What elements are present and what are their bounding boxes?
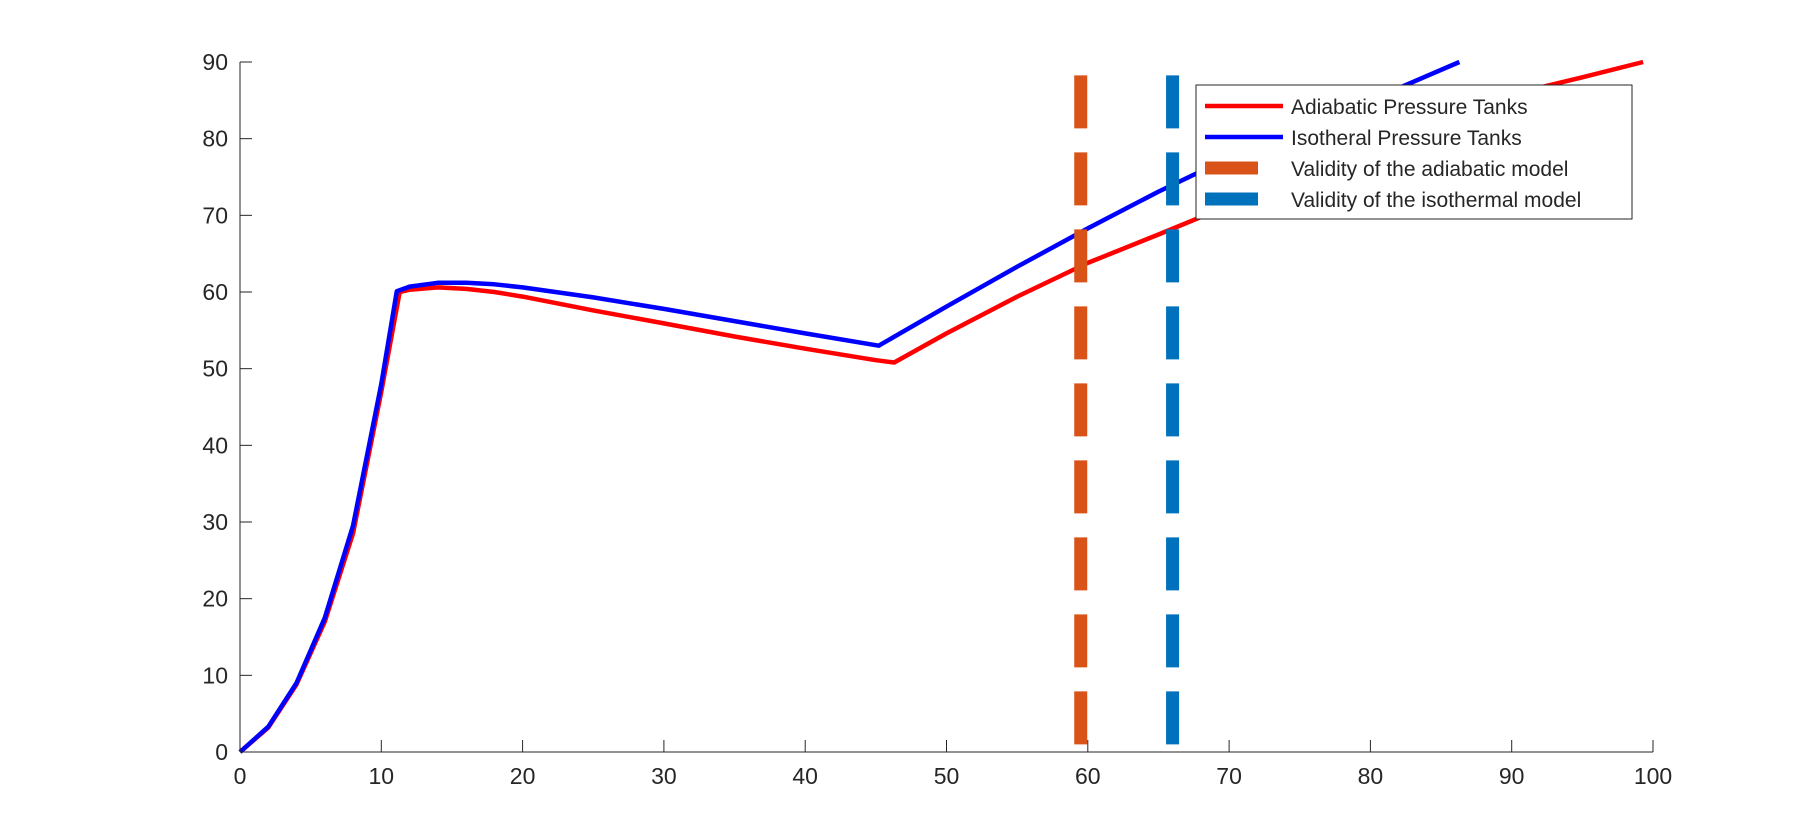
y-tick-label: 0	[215, 739, 228, 765]
legend-label-3: Validity of the isothermal model	[1291, 189, 1581, 212]
x-ticks: 0 10 20 30 40 50 60 70 80 90 100	[234, 740, 1672, 789]
legend-label-1: Isotheral Pressure Tanks	[1291, 127, 1522, 150]
x-tick-label: 70	[1216, 763, 1242, 789]
series-line-1	[238, 59, 1461, 754]
y-tick-label: 60	[202, 279, 228, 305]
y-tick-label: 50	[202, 356, 228, 382]
y-ticks: 0 10 20 30 40 50 60 70 80 90	[202, 49, 252, 765]
y-tick-label: 40	[202, 432, 228, 458]
axes: 0 10 20 30 40 50 60 70 80 90 100 0 10 20 30 40 50 60 70 80…	[202, 49, 1672, 789]
y-tick-label: 30	[202, 509, 228, 535]
y-tick-label: 80	[202, 126, 228, 152]
x-tick-label: 60	[1075, 763, 1101, 789]
legend-label-0: Adiabatic Pressure Tanks	[1291, 96, 1528, 119]
x-tick-label: 40	[792, 763, 818, 789]
x-tick-label: 0	[234, 763, 247, 789]
x-tick-label: 30	[651, 763, 677, 789]
x-tick-label: 90	[1499, 763, 1525, 789]
y-tick-label: 90	[202, 49, 228, 75]
x-tick-label: 100	[1634, 763, 1672, 789]
x-tick-label: 10	[369, 763, 395, 789]
legend: Adiabatic Pressure Tanks Isotheral Pressu…	[1195, 84, 1633, 220]
x-tick-label: 50	[934, 763, 960, 789]
x-tick-label: 20	[510, 763, 536, 789]
y-tick-label: 70	[202, 202, 228, 228]
y-tick-label: 10	[202, 662, 228, 688]
y-tick-label: 20	[202, 586, 228, 612]
legend-items: Adiabatic Pressure Tanks Isotheral Pressu…	[1205, 96, 1581, 212]
x-tick-label: 80	[1358, 763, 1384, 789]
legend-label-2: Validity of the adiabatic model	[1291, 158, 1568, 181]
